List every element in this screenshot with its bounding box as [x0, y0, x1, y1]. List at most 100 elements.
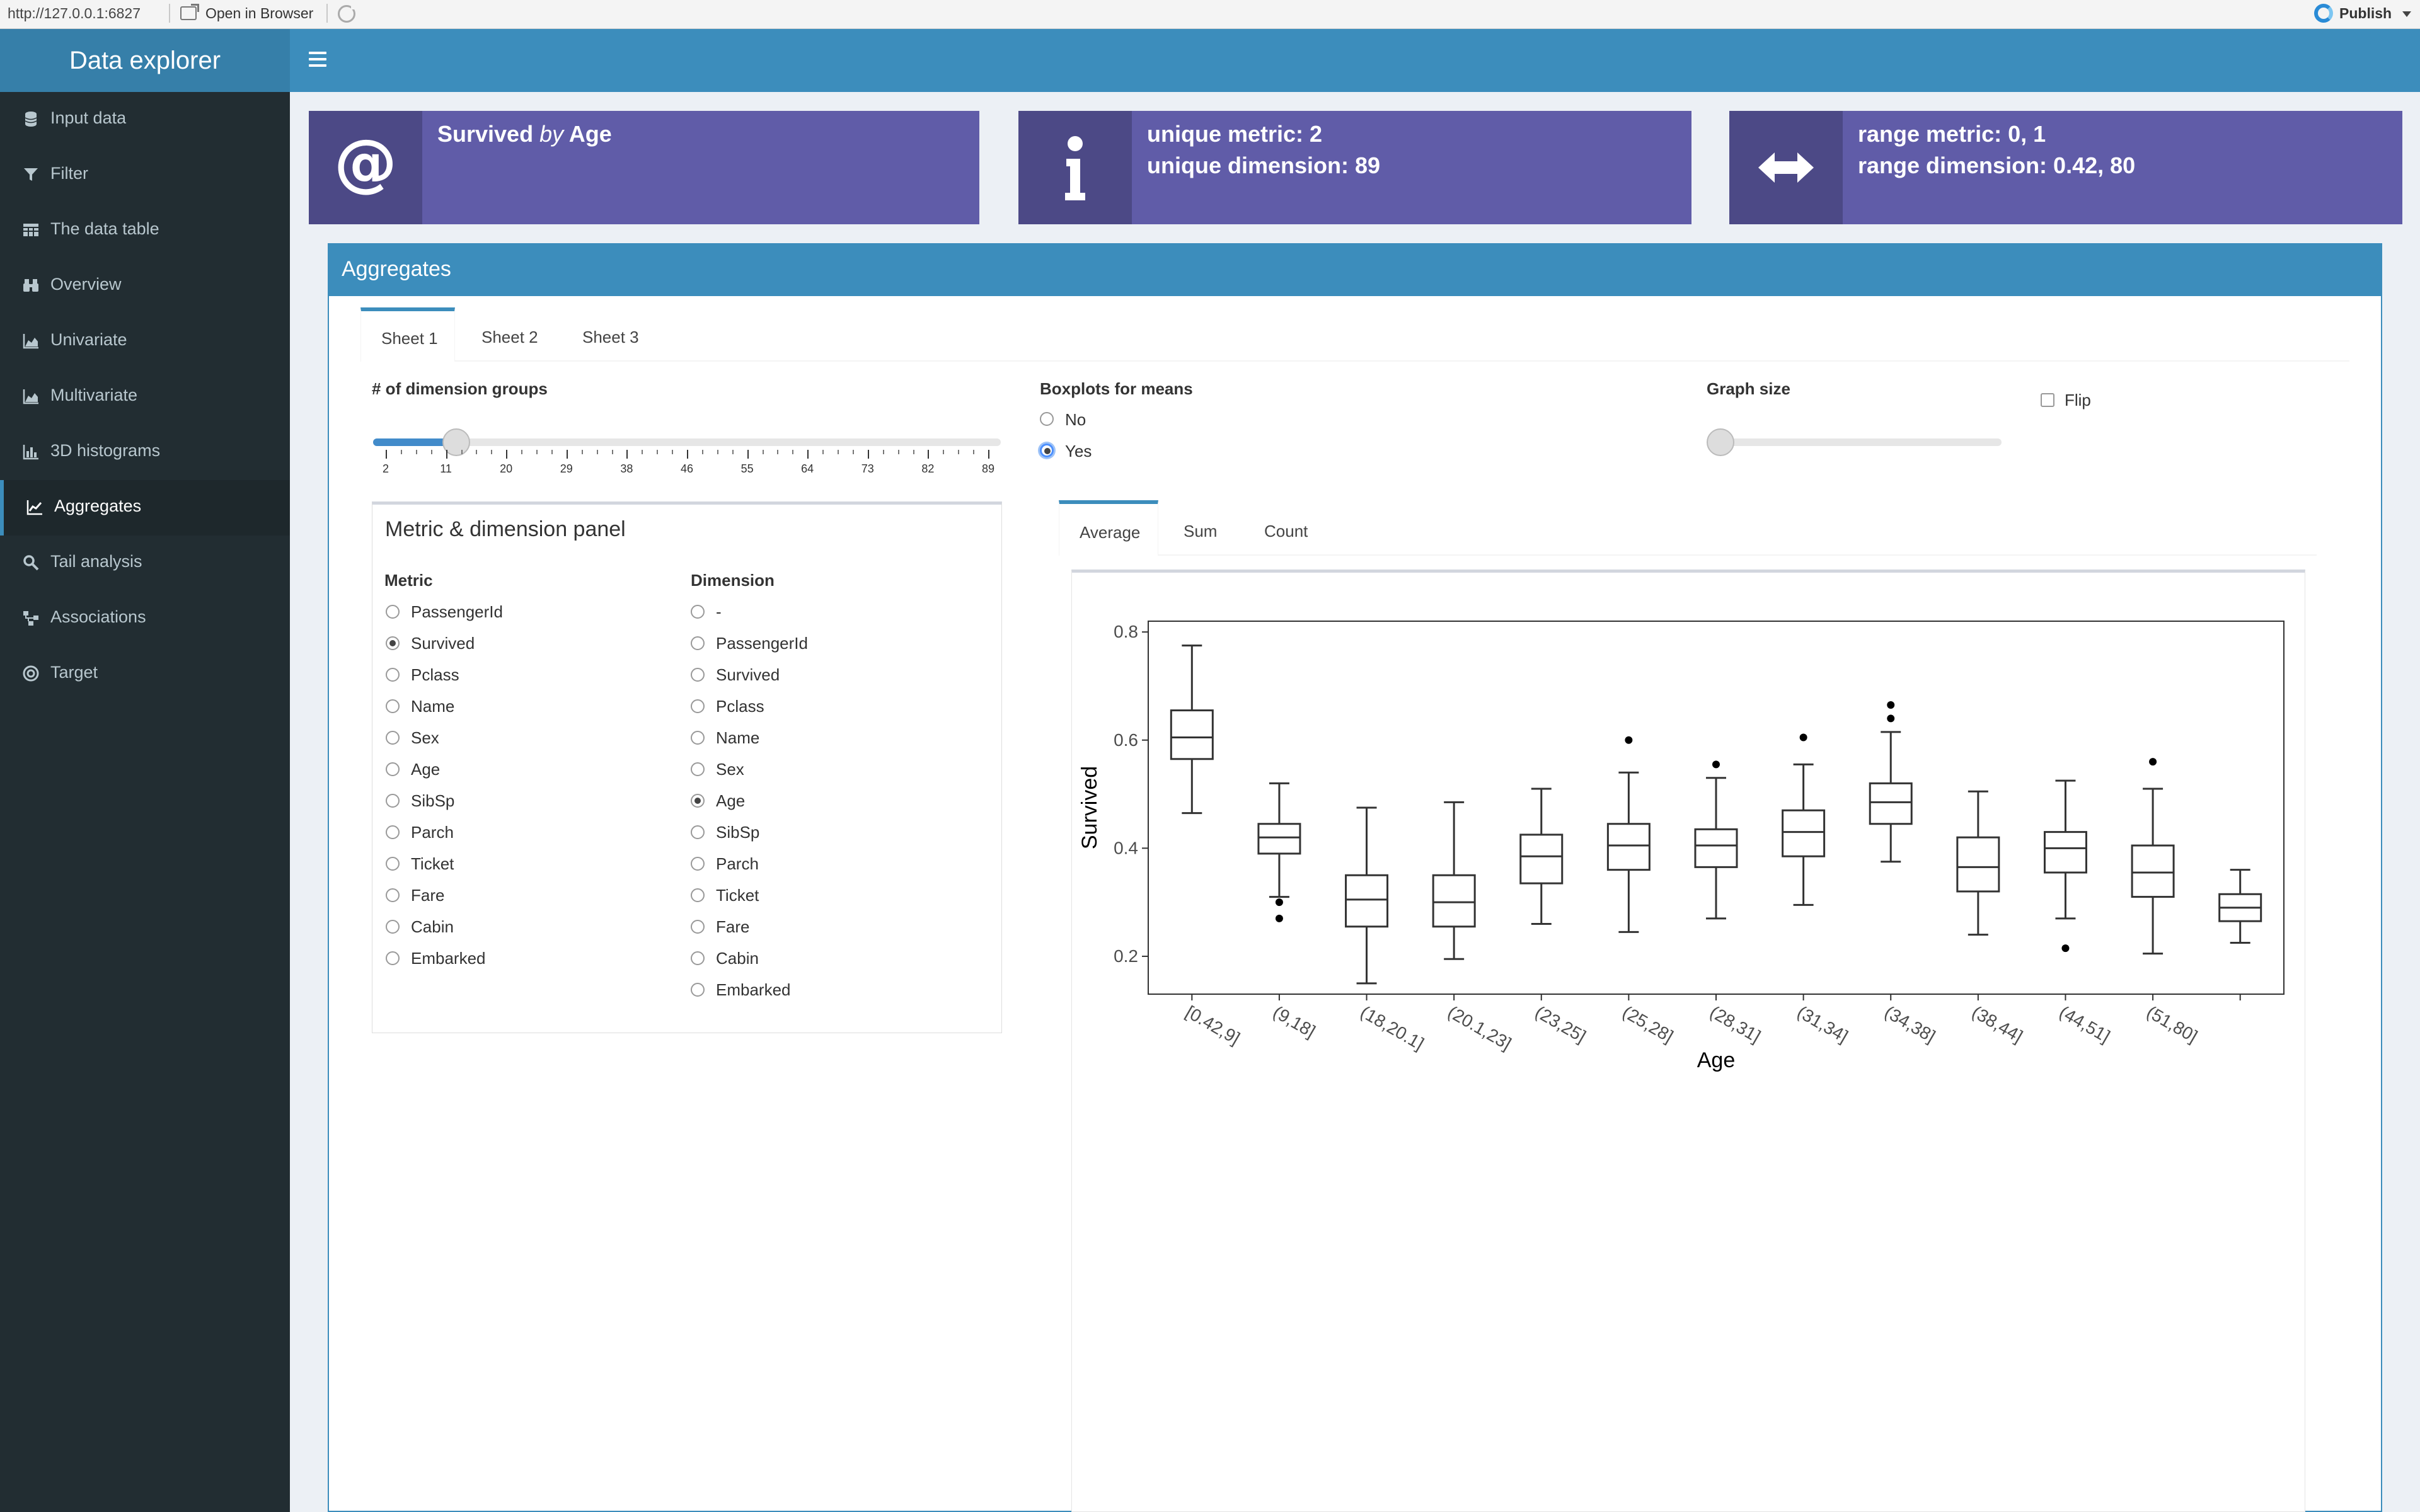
box-outlier: [2149, 758, 2157, 766]
metric-radio[interactable]: [386, 731, 400, 745]
x-tick-label: (9,18]: [1270, 1002, 1319, 1041]
metric-radio[interactable]: [386, 636, 400, 650]
sidebar-item-input-data[interactable]: Input data: [0, 92, 290, 147]
open-external-icon[interactable]: [180, 4, 199, 20]
sidebar-item-associations[interactable]: Associations: [0, 591, 290, 646]
dimension-radio[interactable]: [691, 699, 705, 713]
dimension-radio[interactable]: [691, 636, 705, 650]
sidebar-item-overview[interactable]: Overview: [0, 258, 290, 314]
box-iqr: [1257, 823, 1301, 855]
sidebar-item-multivariate[interactable]: Multivariate: [0, 369, 290, 425]
metric-radio[interactable]: [386, 699, 400, 713]
tabs-divider: [360, 360, 2349, 362]
refresh-icon[interactable]: [338, 4, 356, 23]
tab-sheet-2[interactable]: Sheet 2: [481, 328, 538, 346]
dimension-groups-slider-track[interactable]: [373, 438, 1001, 446]
metric-radio-label: Age: [411, 760, 441, 779]
open-in-browser-button[interactable]: Open in Browser: [205, 5, 314, 21]
dimension-radio-label: Cabin: [716, 949, 759, 968]
slider-tick-label: 46: [680, 462, 694, 475]
tab-average[interactable]: Average: [1059, 500, 1158, 556]
dimension-radio[interactable]: [691, 668, 705, 682]
sidebar-item-label: Input data: [50, 108, 127, 127]
metric-radio[interactable]: [386, 951, 400, 965]
boxplots-yes-radio[interactable]: [1040, 444, 1054, 457]
sidebar-item-tail-analysis[interactable]: Tail analysis: [0, 536, 290, 591]
sidebar-item-filter[interactable]: Filter: [0, 147, 290, 203]
box-iqr: [1432, 874, 1476, 928]
box-outlier: [1275, 914, 1283, 922]
publish-label: Publish: [2339, 4, 2392, 21]
dimension-radio-label: Survived: [716, 665, 780, 684]
metric-name: Survived: [437, 121, 534, 147]
sidebar-item-3d-histograms[interactable]: 3D histograms: [0, 425, 290, 480]
app-title[interactable]: Data explorer: [0, 29, 290, 92]
slider-tick-label: 20: [500, 462, 513, 475]
slider-tick: [928, 450, 930, 459]
boxplots-yes-label: Yes: [1065, 442, 1092, 461]
box-outlier: [1625, 736, 1633, 744]
metric-radio[interactable]: [386, 605, 400, 619]
dimension-radio[interactable]: [691, 920, 705, 934]
tab-count[interactable]: Count: [1264, 522, 1308, 541]
slider-tick: [446, 450, 447, 459]
sidebar-item-data-table[interactable]: The data table: [0, 203, 290, 258]
sidebar-item-aggregates[interactable]: Aggregates: [0, 480, 290, 536]
dimension-radio[interactable]: [691, 794, 705, 808]
metric-radio[interactable]: [386, 888, 400, 902]
metric-radio-label: Cabin: [411, 917, 454, 936]
x-tick-label: (34,38]: [1881, 1002, 1939, 1046]
dimension-radio[interactable]: [691, 857, 705, 871]
metric-radio-label: Ticket: [411, 854, 454, 873]
dimension-radio[interactable]: [691, 825, 705, 839]
slider-tick-label: 64: [801, 462, 814, 475]
box-iqr: [2131, 844, 2175, 898]
metric-dimension-panel: Metric & dimension panel: [372, 501, 1002, 1033]
slider-minor-tick: [717, 450, 718, 454]
publish-button[interactable]: Publish: [2314, 4, 2392, 23]
metric-radio[interactable]: [386, 920, 400, 934]
chevron-down-icon[interactable]: [2402, 11, 2411, 17]
dimension-radio[interactable]: [691, 951, 705, 965]
dimension-radio-label: Age: [716, 791, 746, 810]
dimension-radio[interactable]: [691, 888, 705, 902]
slider-minor-tick: [958, 450, 960, 454]
url-text[interactable]: http://127.0.0.1:6827: [8, 5, 141, 21]
dimension-radio[interactable]: [691, 731, 705, 745]
unique-metric-text: unique metric: 2: [1147, 121, 1323, 147]
dimension-radio[interactable]: [691, 983, 705, 997]
graph-size-slider-track[interactable]: [1709, 438, 2002, 446]
x-tick-label: (20.1,23]: [1444, 1002, 1514, 1053]
table-icon: [23, 224, 38, 236]
sidebar-toggle-icon[interactable]: [309, 52, 326, 67]
dimension-groups-slider-handle[interactable]: [442, 428, 470, 456]
metric-radio[interactable]: [386, 668, 400, 682]
dimension-radio[interactable]: [691, 762, 705, 776]
slider-tick: [566, 450, 568, 459]
slider-minor-tick: [491, 450, 493, 454]
box-iqr: [1782, 809, 1826, 857]
flip-checkbox[interactable]: [2041, 393, 2054, 407]
top-navbar: [290, 29, 2420, 92]
unique-dimension-text: unique dimension: 89: [1147, 152, 1381, 178]
slider-minor-tick: [551, 450, 553, 454]
sidebar-item-label: Associations: [50, 607, 146, 626]
graph-size-slider-handle[interactable]: [1707, 428, 1734, 456]
dimension-radio-label: Parch: [716, 854, 759, 873]
x-tick-label: (25,28]: [1619, 1002, 1676, 1046]
box-outlier: [1799, 733, 1807, 742]
metric-radio[interactable]: [386, 762, 400, 776]
tab-sheet-3[interactable]: Sheet 3: [582, 328, 639, 346]
tab-sum[interactable]: Sum: [1184, 522, 1218, 541]
graph-size-label: Graph size: [1707, 379, 1790, 398]
sidebar-item-univariate[interactable]: Univariate: [0, 314, 290, 369]
boxplots-no-radio[interactable]: [1040, 412, 1054, 426]
metric-radio[interactable]: [386, 857, 400, 871]
sidebar-item-target[interactable]: Target: [0, 646, 290, 702]
tab-sheet-1[interactable]: Sheet 1: [360, 307, 455, 362]
y-tick-label: 0.6: [1114, 730, 1138, 750]
metric-radio[interactable]: [386, 825, 400, 839]
sidebar-item-label: The data table: [50, 219, 159, 238]
dimension-radio[interactable]: [691, 605, 705, 619]
metric-radio[interactable]: [386, 794, 400, 808]
